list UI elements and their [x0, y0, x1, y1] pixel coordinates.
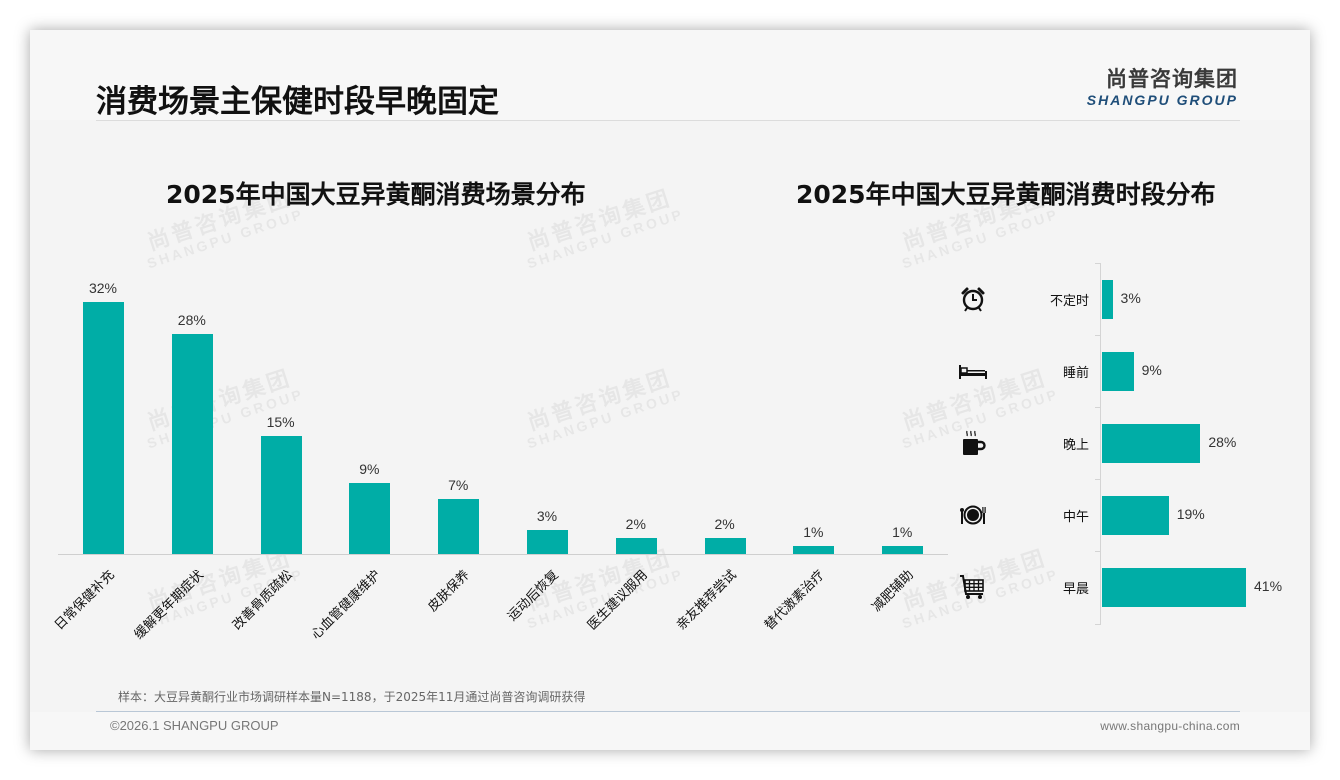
- x-axis-label: 心血管健康维护: [309, 567, 385, 643]
- bar-value-label: 1%: [803, 524, 824, 541]
- slide: 消费场景主保健时段早晚固定 尚普咨询集团 SHANGPU GROUP 尚普咨询集…: [30, 30, 1310, 750]
- bar-value-label: 2%: [625, 516, 646, 533]
- x-axis-label: 减肥辅助: [869, 567, 917, 615]
- logo-cn: 尚普咨询集团: [1106, 67, 1238, 91]
- bar-value-label: 3%: [1120, 290, 1141, 306]
- footer-divider: [96, 711, 1240, 712]
- x-axis-label: 亲友推荐尝试: [673, 567, 740, 634]
- bar-value-label: 15%: [266, 413, 295, 430]
- bar-value-label: 32%: [88, 280, 118, 296]
- category-label: 不定时: [1049, 294, 1089, 309]
- copyright: ©2026.1 SHANGPU GROUP: [110, 718, 279, 733]
- bar: [1102, 279, 1113, 319]
- bar: [793, 546, 835, 554]
- logo-en: SHANGPU GROUP: [1086, 92, 1238, 108]
- category-label: 中午: [1062, 510, 1089, 525]
- x-axis-label: 皮肤保养: [425, 567, 473, 615]
- bar: [1102, 351, 1134, 391]
- scene-bar-chart: 32% 日常保健补充 28% 缓解更年期症状 15% 改善骨质疏松 9% 心血管健康维护 7% 皮…: [52, 270, 948, 643]
- plate-cutlery-icon: [958, 500, 988, 530]
- period-chart-title: 2025年中国大豆异黄酮消费时段分布: [796, 180, 1216, 209]
- bar: [1102, 495, 1169, 535]
- bar-value-label: 41%: [1254, 578, 1283, 594]
- category-label: 晚上: [1062, 438, 1089, 453]
- bar: [260, 435, 302, 554]
- x-axis: [58, 554, 948, 555]
- title-divider: [96, 120, 1240, 121]
- axis-tick: [1095, 263, 1101, 264]
- axis-tick: [1095, 624, 1101, 625]
- footer-band: [30, 712, 1310, 750]
- bar: [438, 498, 480, 554]
- alarm-clock-icon: [958, 284, 988, 314]
- header-band: [30, 30, 1310, 120]
- bar-value-label: 19%: [1176, 506, 1205, 522]
- x-axis-label: 医生建议服用: [584, 567, 651, 634]
- bar-value-label: 9%: [359, 461, 380, 478]
- bar-value-label: 7%: [448, 476, 469, 493]
- x-axis-label: 改善骨质疏松: [229, 567, 296, 634]
- bar-value-label: 28%: [177, 311, 206, 328]
- category-label: 早晨: [1062, 582, 1089, 597]
- x-axis-label: 替代激素治疗: [762, 567, 829, 634]
- shopping-cart-icon: [958, 572, 988, 602]
- bar-value-label: 2%: [714, 516, 735, 533]
- bar: [882, 546, 924, 554]
- bar-value-label: 3%: [536, 508, 558, 525]
- bar: [1102, 423, 1201, 463]
- hot-cup-icon: [958, 428, 988, 458]
- bar-value-label: 1%: [892, 524, 913, 541]
- x-axis-label: 缓解更年期症状: [131, 567, 207, 643]
- bar: [349, 483, 391, 554]
- category-label: 睡前: [1062, 366, 1089, 381]
- x-axis-label: 日常保健补充: [51, 567, 118, 634]
- website-link[interactable]: www.shangpu-china.com: [1100, 719, 1240, 733]
- page-title: 消费场景主保健时段早晚固定: [96, 84, 499, 120]
- company-logo: 尚普咨询集团 SHANGPU GROUP: [1087, 63, 1238, 108]
- x-axis-label: 运动后恢复: [505, 567, 562, 625]
- bar: [704, 538, 746, 554]
- bar-value-label: 9%: [1141, 362, 1162, 378]
- y-axis: [1100, 263, 1101, 625]
- bar: [615, 538, 657, 554]
- bar: [171, 333, 213, 554]
- bar-value-label: 28%: [1208, 434, 1237, 450]
- bar: [83, 302, 124, 554]
- axis-tick: [1095, 335, 1101, 336]
- sample-footnote: 样本：大豆异黄酮行业市场调研样本量N=1188，于2025年11月通过尚普咨询调…: [118, 690, 586, 704]
- bed-icon: [958, 356, 988, 386]
- bar: [527, 530, 568, 554]
- bar: [1102, 567, 1246, 607]
- axis-tick: [1095, 407, 1101, 408]
- scene-chart-title: 2025年中国大豆异黄酮消费场景分布: [166, 180, 586, 209]
- axis-tick: [1095, 479, 1101, 480]
- axis-tick: [1095, 551, 1101, 552]
